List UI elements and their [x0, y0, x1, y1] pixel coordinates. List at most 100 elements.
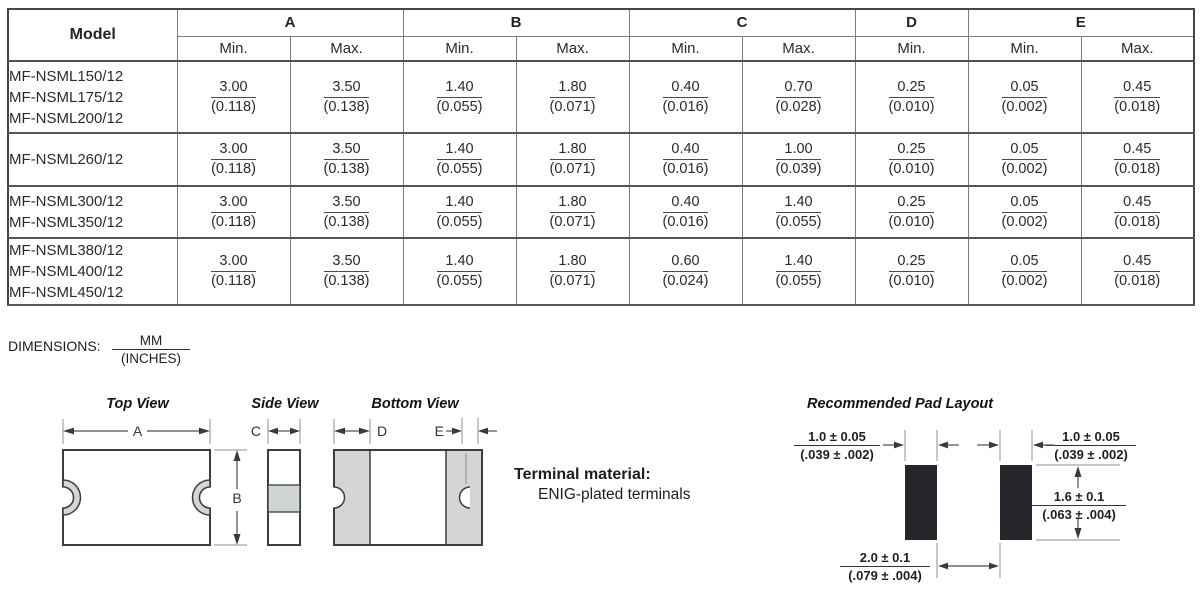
value-mm: 0.60: [662, 253, 709, 272]
value-inches: (0.118): [211, 213, 256, 230]
value-mm: 0.05: [1001, 141, 1048, 160]
dimension-value: 3.50 (0.138): [323, 141, 370, 178]
value-mm: 0.45: [1114, 79, 1161, 98]
units-mm: MM: [112, 333, 190, 350]
value-inches: (0.138): [323, 161, 370, 177]
dimension-value: 1.80 (0.071): [549, 194, 596, 231]
value-mm: 1.40: [775, 194, 822, 213]
side-view-title: Side View: [251, 396, 319, 412]
value-mm: 0.05: [1001, 79, 1048, 98]
value-inches: (0.002): [1001, 213, 1048, 230]
value-cell: 1.00 (0.039): [741, 133, 855, 187]
dimension-value: 0.45 (0.018): [1114, 253, 1161, 290]
value-mm: 0.40: [662, 79, 709, 98]
value-inches: (0.018): [1114, 98, 1161, 115]
value-cell: 0.45 (0.018): [1080, 133, 1195, 187]
value-inches: (0.118): [211, 273, 256, 289]
value-inches: (0.071): [549, 273, 596, 289]
dim-mm: 1.0 ± 0.05: [794, 429, 880, 446]
value-cell: 3.50 (0.138): [289, 186, 403, 239]
dimension-value: 0.25 (0.010): [888, 194, 935, 231]
dim-group-header-A: A: [176, 9, 403, 37]
value-mm: 0.70: [775, 79, 822, 98]
value-cell: 3.00 (0.118): [176, 238, 290, 306]
value-mm: 1.80: [549, 194, 596, 213]
dim-a-label: A: [133, 423, 143, 439]
dimension-value: 0.40 (0.016): [662, 79, 709, 116]
value-inches: (0.055): [436, 98, 483, 115]
minmax-header: Min.: [967, 36, 1081, 62]
dimension-value: 3.00 (0.118): [211, 194, 256, 231]
table-row: MF-NSML150/12 MF-NSML175/12 MF-NSML200/12 3…: [7, 61, 1195, 134]
value-inches: (0.018): [1114, 273, 1161, 289]
value-cell: 1.80 (0.071): [515, 61, 629, 134]
value-inches: (0.010): [888, 98, 935, 115]
value-inches: (0.010): [888, 273, 935, 289]
value-mm: 1.40: [436, 79, 483, 98]
pad-layout-title: Recommended Pad Layout: [807, 396, 994, 412]
dim-group-header-D: D: [854, 9, 968, 37]
value-cell: 3.50 (0.138): [289, 238, 403, 306]
dim-in: (.079 ± .004): [848, 568, 922, 583]
value-cell: 1.40 (0.055): [741, 238, 855, 306]
value-inches: (0.016): [662, 213, 709, 230]
value-mm: 3.50: [323, 253, 370, 272]
units-inches: (INCHES): [121, 351, 181, 366]
dimension-value: 1.40 (0.055): [775, 253, 822, 290]
model-name: MF-NSML150/12: [9, 67, 124, 85]
value-mm: 0.45: [1114, 194, 1161, 213]
value-mm: 3.00: [211, 194, 256, 213]
dimension-value: 1.40 (0.055): [436, 141, 483, 178]
terminal-material-note: Terminal material: ENIG-plated terminals: [514, 466, 690, 504]
value-cell: 3.00 (0.118): [176, 186, 290, 239]
minmax-header: Min.: [402, 36, 516, 62]
value-mm: 0.45: [1114, 141, 1161, 160]
value-inches: (0.071): [549, 98, 596, 115]
value-mm: 3.00: [211, 79, 256, 98]
dimension-value: 0.25 (0.010): [888, 79, 935, 116]
bottom-view-title: Bottom View: [371, 396, 459, 412]
value-mm: 0.40: [662, 141, 709, 160]
minmax-header: Min.: [176, 36, 290, 62]
dimension-value: 1.80 (0.071): [549, 79, 596, 116]
model-name: MF-NSML380/12: [9, 242, 124, 259]
dim-in: (.039 ± .002): [800, 447, 874, 462]
value-mm: 1.80: [549, 141, 596, 160]
dim-in: (.039 ± .002): [1054, 447, 1128, 462]
value-cell: 1.80 (0.071): [515, 133, 629, 187]
dim-c-label: C: [251, 423, 261, 439]
value-cell: 3.00 (0.118): [176, 61, 290, 134]
pad-layout-drawing: [883, 430, 1120, 578]
value-inches: (0.018): [1114, 213, 1161, 230]
table-group-header-row: Model A B C D E: [7, 9, 1195, 62]
value-mm: 0.25: [888, 141, 935, 160]
pad-left: [905, 465, 937, 540]
dimension-value: 0.70 (0.028): [775, 79, 822, 116]
value-inches: (0.002): [1001, 273, 1048, 289]
dimension-value: 3.50 (0.138): [323, 194, 370, 231]
value-cell: 0.05 (0.002): [967, 61, 1081, 134]
dimension-value: 0.45 (0.018): [1114, 141, 1161, 178]
value-mm: 3.50: [323, 141, 370, 160]
dimension-value: 1.40 (0.055): [436, 194, 483, 231]
value-inches: (0.055): [436, 213, 483, 230]
value-mm: 1.40: [775, 253, 822, 272]
dimension-value: 1.80 (0.071): [549, 253, 596, 290]
dimension-value: 0.05 (0.002): [1001, 253, 1048, 290]
right-notch: [458, 486, 471, 509]
value-mm: 1.00: [775, 141, 822, 160]
dimension-value: 0.45 (0.018): [1114, 79, 1161, 116]
value-cell: 0.25 (0.010): [854, 61, 968, 134]
dimension-value: 0.25 (0.010): [888, 141, 935, 178]
dimension-value: 3.00 (0.118): [211, 253, 256, 290]
minmax-header: Max.: [741, 36, 855, 62]
value-mm: 0.25: [888, 194, 935, 213]
pad-left-width-dim: 1.0 ± 0.05 (.039 ± .002): [794, 429, 880, 462]
value-mm: 1.40: [436, 141, 483, 160]
dimensions-table: Model A B C D E Min. Max. Min. Max. Min. Max. Min. Mi…: [7, 8, 1196, 306]
dim-mm: 1.6 ± 0.1: [1032, 489, 1126, 506]
top-view-drawing: A B: [61, 419, 247, 546]
value-mm: 0.40: [662, 194, 709, 213]
model-name: MF-NSML350/12: [9, 214, 124, 231]
